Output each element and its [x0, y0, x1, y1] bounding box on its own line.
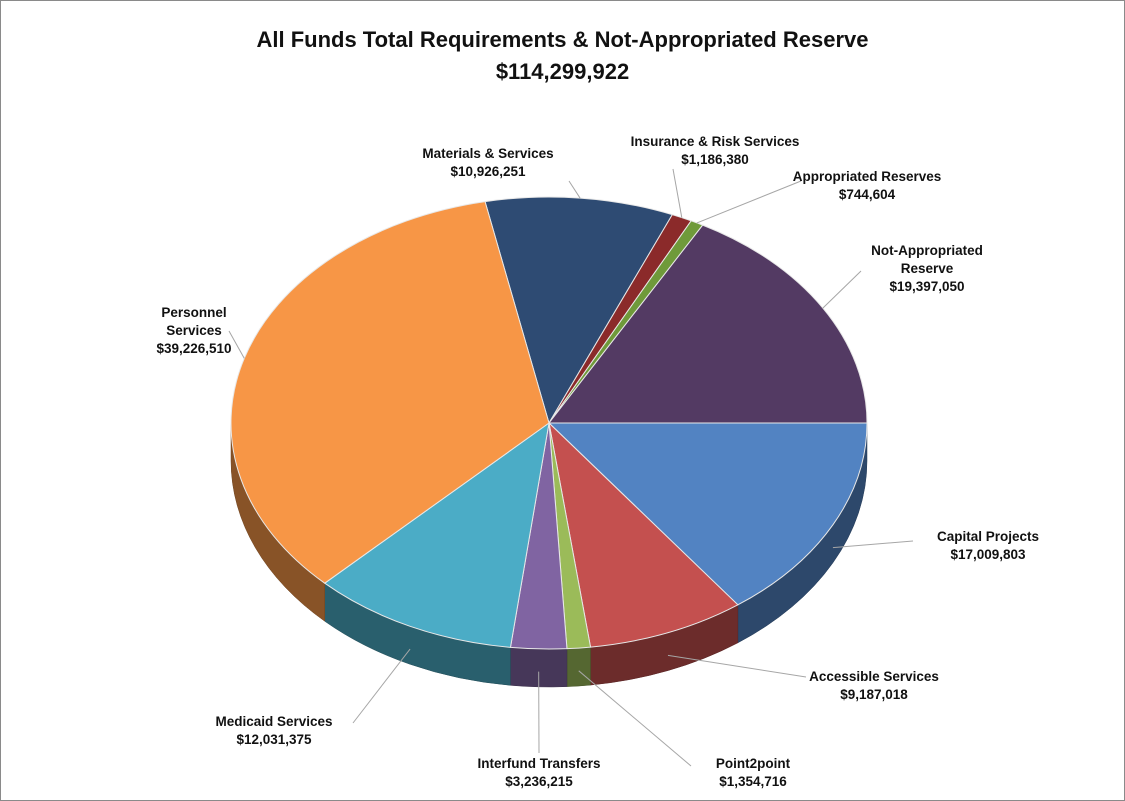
data-label: Insurance & Risk Services $1,186,380: [631, 133, 800, 169]
category-label: Interfund Transfers: [477, 756, 601, 771]
category-label: Personnel Services: [161, 305, 227, 338]
value-label: $19,397,050: [889, 279, 965, 294]
slice: [547, 224, 868, 424]
chart-title: All Funds Total Requirements & Not-Appro…: [256, 27, 869, 52]
category-label: Not-Appropriated Reserve: [871, 243, 983, 276]
category-label: Materials & Services: [422, 146, 554, 161]
data-label: Not-Appropriated Reserve $19,397,050: [867, 242, 987, 296]
value-label: $1,354,716: [719, 774, 787, 789]
data-label: Materials & Services $10,926,251: [422, 145, 553, 181]
value-label: $3,236,215: [505, 774, 573, 789]
value-label: $10,926,251: [450, 164, 526, 179]
data-label: Accessible Services $9,187,018: [809, 668, 939, 704]
leader-line: [832, 540, 914, 549]
value-label: $12,031,375: [236, 732, 312, 747]
data-label: Personnel Services $39,226,510: [149, 304, 239, 358]
value-label: $39,226,510: [156, 341, 232, 356]
category-label: Accessible Services: [809, 669, 939, 684]
chart-subtitle: $114,299,922: [495, 59, 630, 84]
value-label: $1,186,380: [681, 152, 749, 167]
category-label: Appropriated Reserves: [792, 169, 942, 184]
category-label: Medicaid Services: [215, 714, 333, 729]
leader-line: [352, 648, 411, 724]
category-label: Insurance & Risk Services: [630, 134, 800, 149]
value-label: $17,009,803: [950, 547, 1026, 562]
leader-line: [578, 670, 692, 767]
value-label: $9,187,018: [840, 687, 908, 702]
slice-side: [566, 646, 591, 687]
data-label: Medicaid Services $12,031,375: [215, 713, 332, 749]
leader-line: [667, 654, 807, 678]
slice: [548, 421, 739, 648]
category-label: Point2point: [715, 756, 791, 771]
data-label: Interfund Transfers $3,236,215: [477, 755, 600, 791]
slice: [547, 422, 868, 606]
slice: [484, 196, 674, 425]
data-label: Appropriated Reserves $744,604: [793, 168, 942, 204]
data-label: Capital Projects $17,009,803: [937, 528, 1039, 564]
data-label: Point2point $1,354,716: [716, 755, 790, 791]
category-label: Capital Projects: [936, 529, 1040, 544]
value-label: $744,604: [838, 187, 896, 202]
leader-line: [228, 330, 245, 359]
leader-line: [822, 270, 862, 309]
slice: [323, 421, 550, 648]
leader-line: [696, 180, 802, 224]
slice: [230, 201, 550, 584]
leader-line: [672, 168, 683, 218]
leader-line: [568, 180, 581, 199]
